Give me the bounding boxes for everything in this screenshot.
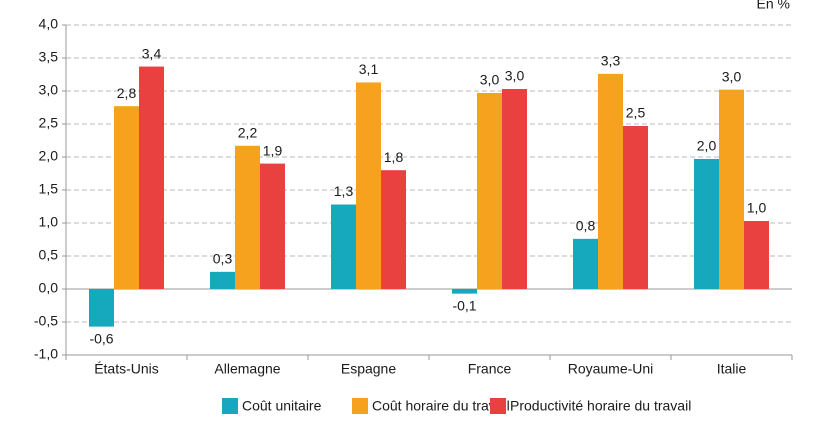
x-tick-label: France bbox=[468, 361, 512, 377]
y-tick-label: -0,5 bbox=[34, 313, 58, 329]
value-label: 3,3 bbox=[601, 53, 621, 69]
legend-label: Coût unitaire bbox=[242, 398, 322, 414]
value-label: 1,3 bbox=[334, 183, 354, 199]
value-label: 2,8 bbox=[117, 85, 137, 101]
value-label: 3,0 bbox=[722, 68, 742, 84]
bar bbox=[331, 204, 356, 289]
bar bbox=[623, 125, 648, 289]
x-tick-label: Allemagne bbox=[214, 361, 280, 377]
y-tick-label: 2,0 bbox=[39, 148, 59, 164]
legend-label: Coût horaire du travail bbox=[372, 398, 510, 414]
value-label: 2,2 bbox=[238, 124, 258, 140]
y-tick-label: -1,0 bbox=[34, 346, 58, 362]
y-tick-label: 3,5 bbox=[39, 49, 59, 65]
value-label: 3,0 bbox=[505, 68, 525, 84]
x-tick-label: Italie bbox=[717, 361, 747, 377]
y-tick-label: 1,5 bbox=[39, 181, 59, 197]
legend-swatch bbox=[352, 398, 368, 414]
bar bbox=[139, 66, 164, 289]
bar bbox=[114, 106, 139, 290]
y-tick-label: 0,0 bbox=[39, 280, 59, 296]
y-tick-label: 2,5 bbox=[39, 115, 59, 131]
legend-swatch bbox=[490, 398, 506, 414]
value-label: 3,1 bbox=[359, 61, 379, 77]
value-label: 1,8 bbox=[384, 149, 404, 165]
bar bbox=[502, 89, 527, 290]
y-tick-label: 1,0 bbox=[39, 214, 59, 230]
value-label: 1,0 bbox=[747, 200, 767, 216]
bar bbox=[477, 92, 502, 289]
bar bbox=[381, 170, 406, 289]
bar bbox=[235, 145, 260, 289]
bar bbox=[598, 73, 623, 289]
bar bbox=[719, 89, 744, 290]
value-label: 0,3 bbox=[213, 251, 233, 267]
value-label: -0,6 bbox=[89, 330, 113, 346]
bar bbox=[744, 221, 769, 289]
value-label: 2,0 bbox=[697, 138, 717, 154]
x-tick-label: Espagne bbox=[341, 361, 396, 377]
unit-annotation: En % bbox=[757, 0, 790, 12]
legend-swatch bbox=[222, 398, 238, 414]
value-label: 3,4 bbox=[142, 45, 162, 61]
y-tick-label: 4,0 bbox=[39, 16, 59, 32]
bar bbox=[260, 163, 285, 289]
bar bbox=[694, 158, 719, 289]
value-label: -0,1 bbox=[452, 297, 476, 313]
bar bbox=[89, 289, 114, 327]
bar bbox=[210, 271, 235, 289]
legend-label: Productivité horaire du travail bbox=[510, 398, 691, 414]
value-label: 0,8 bbox=[576, 218, 596, 234]
x-tick-label: Royaume-Uni bbox=[568, 361, 654, 377]
y-tick-label: 3,0 bbox=[39, 82, 59, 98]
x-tick-label: États-Unis bbox=[94, 361, 159, 377]
y-tick-label: 0,5 bbox=[39, 247, 59, 263]
value-label: 2,5 bbox=[626, 105, 646, 121]
value-label: 3,0 bbox=[480, 72, 500, 88]
value-label: 1,9 bbox=[263, 142, 283, 158]
bar bbox=[452, 289, 477, 294]
bar bbox=[573, 238, 598, 289]
bar bbox=[356, 82, 381, 289]
